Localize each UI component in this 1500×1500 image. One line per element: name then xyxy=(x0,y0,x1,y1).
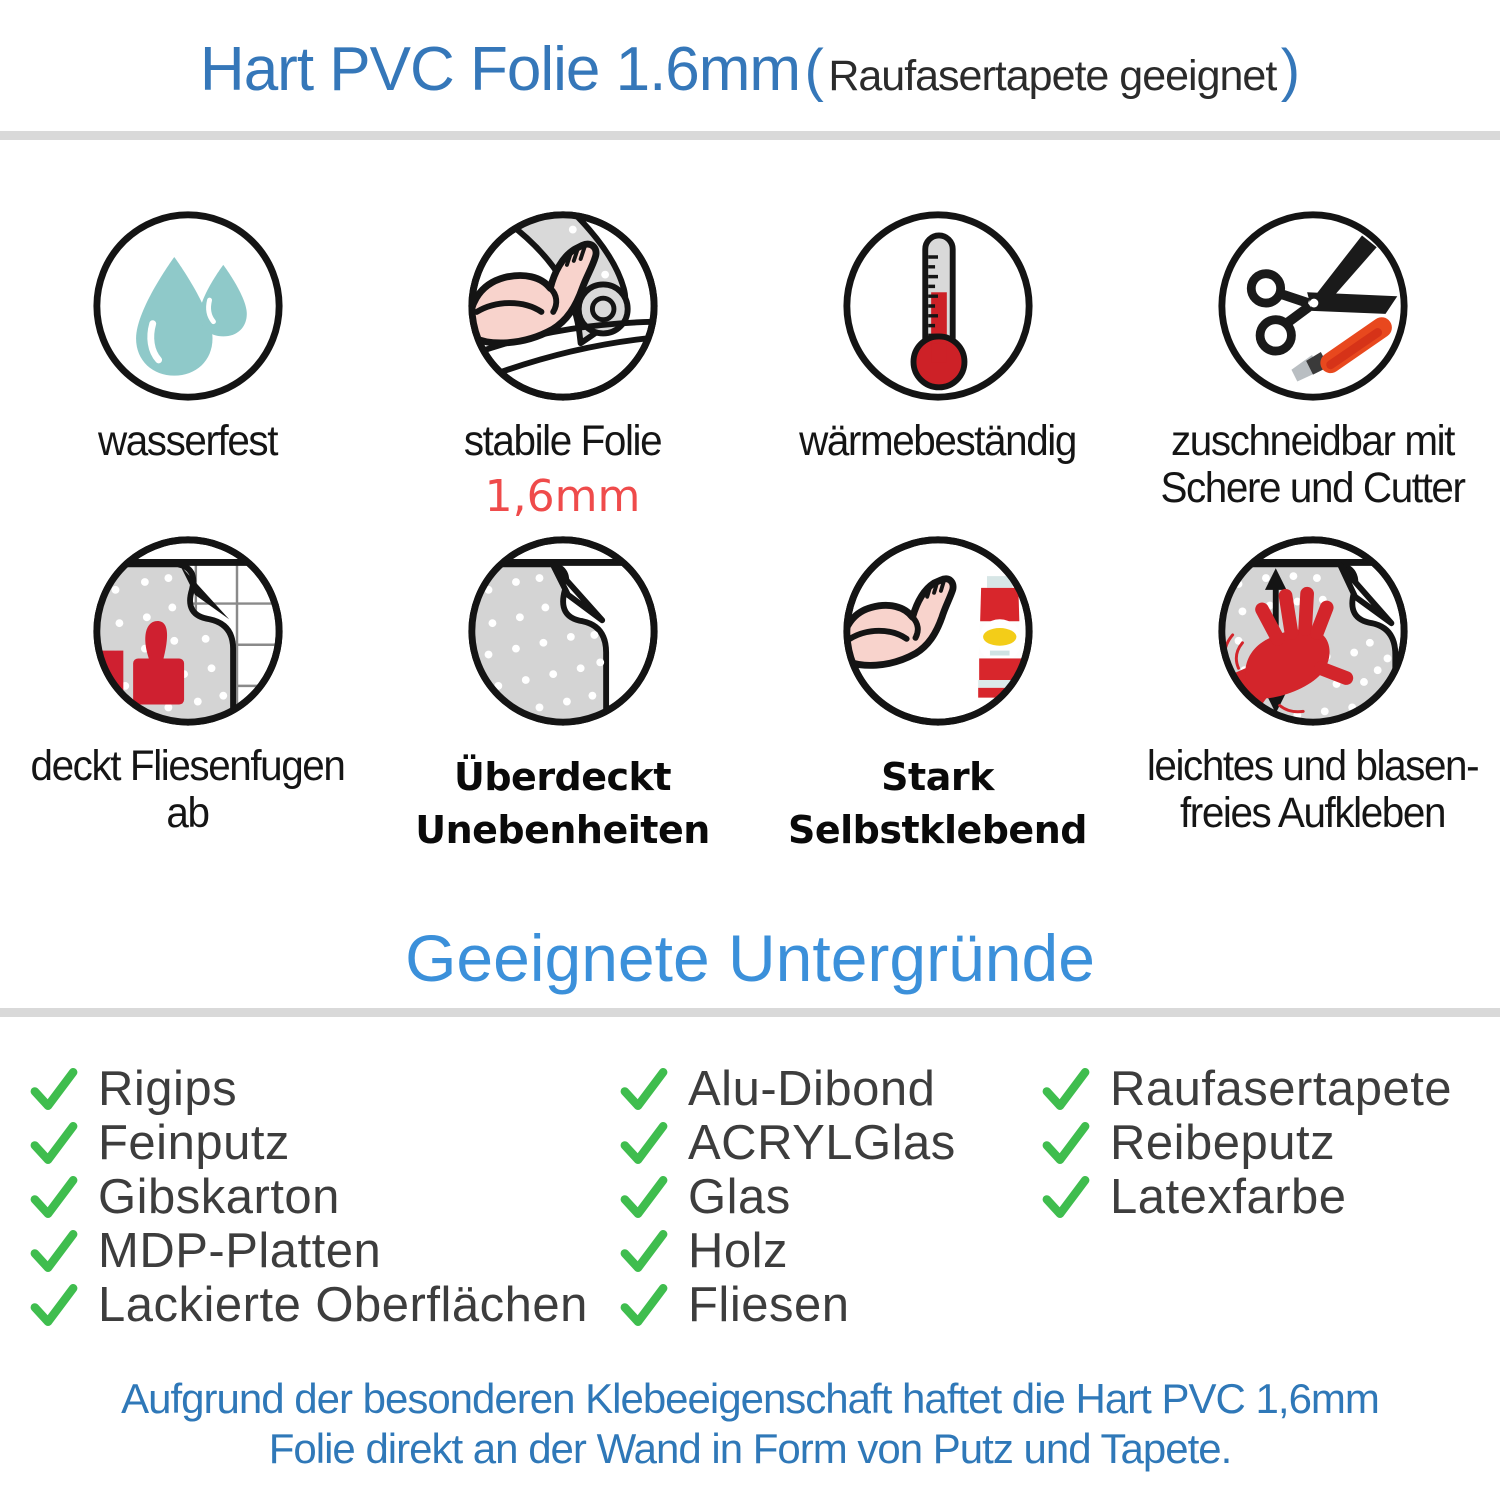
substrate-column-1: Rigips Feinputz Gibskarton MDP-Platten L… xyxy=(30,1062,588,1332)
substrate-label: Raufasertapete xyxy=(1110,1062,1453,1116)
checkmark-icon xyxy=(620,1230,668,1273)
feature-caption: stabile Folie xyxy=(463,417,663,465)
feature-caption: deckt Fliesenfugen ab xyxy=(30,742,346,837)
checkmark-icon xyxy=(30,1230,78,1273)
feature-caption: Stark Selbstklebend xyxy=(788,755,1087,852)
feature-caption: wärmebeständig xyxy=(799,417,1077,465)
footer-line-1: Aufgrund der besonderen Klebeeigenschaft… xyxy=(121,1375,1380,1422)
footer-line-2: Folie direkt an der Wand in Form von Put… xyxy=(268,1425,1233,1472)
list-item: MDP-Platten xyxy=(30,1224,588,1278)
checkmark-icon xyxy=(620,1068,668,1111)
feature-caption: wasserfest xyxy=(97,417,278,465)
hand-apply-foil-icon xyxy=(1217,536,1408,726)
scissors-cutter-icon xyxy=(1217,211,1408,401)
feature-zuschneidbar: zuschneidbar mit Schere und Cutter xyxy=(1125,208,1500,512)
list-item: Latexfarbe xyxy=(1042,1170,1452,1224)
feature-caption: Überdeckt Unebenheiten xyxy=(415,755,710,852)
substrate-label: Fliesen xyxy=(688,1278,850,1332)
substrate-label: Feinputz xyxy=(98,1116,290,1170)
checkmark-icon xyxy=(1042,1068,1090,1111)
paren-close: ) xyxy=(1280,38,1301,103)
divider-section xyxy=(0,1008,1500,1017)
feature-selbstklebend: Stark Selbstklebend xyxy=(750,533,1125,857)
feature-wasserfest: wasserfest xyxy=(0,208,375,465)
substrate-label: Rigips xyxy=(98,1062,238,1116)
substrate-column-3: Raufasertapete Reibeputz Latexfarbe xyxy=(1042,1062,1452,1224)
substrate-column-2: Alu-Dibond ACRYLGlas Glas Holz Fliesen xyxy=(620,1062,956,1332)
list-item: Holz xyxy=(620,1224,956,1278)
feature-stabile-folie: stabile Folie 1,6mm xyxy=(375,208,750,522)
list-item: Gibskarton xyxy=(30,1170,588,1224)
substrate-label: ACRYLGlas xyxy=(688,1116,956,1170)
water-drops-icon xyxy=(92,211,283,401)
checkmark-icon xyxy=(1042,1122,1090,1165)
strong-arm-foil-icon xyxy=(467,211,658,401)
list-item: Rigips xyxy=(30,1062,588,1116)
divider-top xyxy=(0,131,1500,140)
thermometer-icon xyxy=(842,211,1033,401)
list-item: Reibeputz xyxy=(1042,1116,1452,1170)
feature-aufkleben: leichtes und blasen- freies Aufkleben xyxy=(1125,533,1500,837)
substrate-label: Lackierte Oberflächen xyxy=(98,1278,588,1332)
page-subtitle: Raufasertapete geeignet xyxy=(828,52,1277,100)
checkmark-icon xyxy=(1042,1176,1090,1219)
substrate-label: Gibskarton xyxy=(98,1170,340,1224)
substrate-label: Glas xyxy=(688,1170,791,1224)
list-item: Lackierte Oberflächen xyxy=(30,1278,588,1332)
feature-note-thickness: 1,6mm xyxy=(484,471,641,522)
substrate-label: Latexfarbe xyxy=(1110,1170,1347,1224)
substrate-label: Alu-Dibond xyxy=(688,1062,936,1116)
page-title-main: Hart PVC Folie 1.6mm xyxy=(199,35,801,104)
feature-unebenheiten: Überdeckt Unebenheiten xyxy=(375,533,750,857)
paren-open: ( xyxy=(804,38,824,103)
arm-glue-tube-icon xyxy=(842,536,1033,726)
checkmark-icon xyxy=(30,1122,78,1165)
feature-waermebestaendig: wärmebeständig xyxy=(750,208,1125,465)
footer-note: Aufgrund der besonderen Klebeeigenschaft… xyxy=(0,1374,1500,1474)
list-item: Alu-Dibond xyxy=(620,1062,956,1116)
thumb-up-tiles-icon xyxy=(92,536,283,726)
list-item: ACRYLGlas xyxy=(620,1116,956,1170)
feature-caption: zuschneidbar mit Schere und Cutter xyxy=(1160,417,1465,512)
checkmark-icon xyxy=(30,1068,78,1111)
substrate-label: MDP-Platten xyxy=(98,1224,382,1278)
section-title-untergruende: Geeignete Untergründe xyxy=(405,921,1095,995)
list-item: Feinputz xyxy=(30,1116,588,1170)
feature-caption: leichtes und blasen- freies Aufkleben xyxy=(1146,742,1480,837)
list-item: Fliesen xyxy=(620,1278,956,1332)
substrate-label: Reibeputz xyxy=(1110,1116,1336,1170)
checkmark-icon xyxy=(620,1122,668,1165)
checkmark-icon xyxy=(620,1284,668,1327)
page-title: Hart PVC Folie 1.6mm ( Raufasertapete ge… xyxy=(0,34,1500,105)
list-item: Raufasertapete xyxy=(1042,1062,1452,1116)
checkmark-icon xyxy=(620,1176,668,1219)
checkmark-icon xyxy=(30,1284,78,1327)
covering-foil-icon xyxy=(467,536,658,726)
substrate-label: Holz xyxy=(688,1224,789,1278)
feature-fliesenfugen: deckt Fliesenfugen ab xyxy=(0,533,375,837)
checkmark-icon xyxy=(30,1176,78,1219)
list-item: Glas xyxy=(620,1170,956,1224)
